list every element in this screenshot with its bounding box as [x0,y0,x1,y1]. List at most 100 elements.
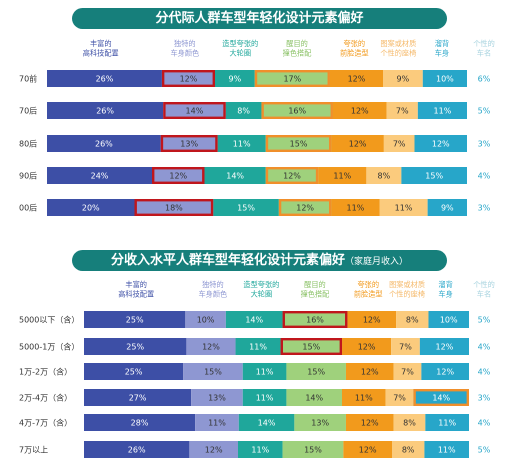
chart1-header-5: 图案或材质个性的座椅 [380,39,416,58]
chart1-value-label: 20% [82,204,100,213]
chart2-value-label: 11% [249,343,267,352]
chart2-bar-segment [84,338,187,355]
chart1-bar-segment [204,167,266,184]
chart2-highlight-box [282,311,348,329]
chart2-value-label: 11% [438,446,456,455]
chart2-bar-segment [282,441,344,458]
chart2-value-label: 15% [204,368,222,377]
chart2-value-label: 14% [245,316,263,325]
chart1-value-label: 11% [233,140,251,149]
chart2-value-label: 12% [358,343,376,352]
chart2-bar-segment [189,441,238,458]
chart2-bar-segment [294,414,346,431]
chart1-bar-segment [47,199,135,216]
chart2-value-label: 15% [307,368,325,377]
chart1-other-value: 4% [478,172,491,181]
chart2-bar-segment [393,363,422,380]
chart2-bar-segment [185,311,226,328]
chart1-highlight-box [254,69,330,87]
chart2-value-label: 13% [208,394,226,403]
chart2-bar-segment [238,414,295,431]
chart1-bar-segment [331,135,384,152]
chart2-value-label: 11% [208,419,226,428]
chart2-value-label: 25% [125,368,143,377]
chart1-other-value: 3% [478,140,491,149]
chart2-value-label: 11% [256,394,274,403]
chart1-value-label: 26% [96,107,114,116]
chart1-row-label: 70前 [19,74,37,84]
chart2-bar-segment [242,389,287,406]
chart1-value-label: 18% [165,204,183,213]
chart1-value-label: 12% [349,140,367,149]
chart1-bar-segment [217,135,266,152]
chart2-bar-segment [225,311,283,328]
chart1-bar-segment [383,70,423,87]
chart2-value-label: 10% [440,316,458,325]
chart1-bar-segment [331,199,380,216]
chart1-bar-segment [152,167,205,184]
chart2-value-label: 14% [258,419,276,428]
chart1-value-label: 12% [296,204,314,213]
chart1-title: 分代际人群车型年轻化设计元素偏好 [72,8,447,29]
chart2-value-label: 8% [402,446,415,455]
chart2-bar-segment [421,363,469,380]
chart2-bar-segment [286,363,346,380]
chart2-value-label: 15% [302,343,320,352]
chart1-bar-segment [329,70,383,87]
chart1-bar-segment [161,70,215,87]
chart2-bar-segment [84,363,184,380]
chart2-bar-segment [428,311,469,328]
chart1-value-label: 11% [434,107,452,116]
chart2-header-3: 醒目的撞色搭配 [301,280,330,299]
chart1-value-label: 12% [180,75,198,84]
chart1-highlight-box [161,69,215,87]
chart1-row-label: 90后 [19,171,37,181]
chart2-bar-segment [282,311,348,328]
chart1-bar-segment [265,167,319,184]
chart2-bar-segment [280,338,343,355]
chart2-value-label: 12% [202,343,220,352]
chart2-value-label: 11% [355,394,373,403]
chart2-other-value: 4% [478,419,491,428]
chart1-highlight-box [265,134,332,152]
chart1-highlight-box [261,101,333,119]
chart1-value-label: 14% [186,107,204,116]
chart1-bar-segment [215,70,255,87]
chart1-value-label: 12% [432,140,450,149]
chart1-value-label: 8% [378,172,391,181]
chart1-value-label: 26% [95,140,113,149]
chart1-bar-segment [318,167,367,184]
chart2-bar-segment [191,389,243,406]
chart1-bar-segment [47,135,161,152]
chart2-value-label: 11% [251,446,269,455]
chart1-bar-segment [47,70,162,87]
chart1-header-3: 醒目的撞色搭配 [283,39,312,58]
chart1-bar-segment [332,102,387,119]
chart1-row-label: 00后 [19,203,37,213]
chart1-row-label: 70后 [19,106,37,116]
chart2-value-label: 26% [128,446,146,455]
chart2-header-2: 造型夸张的大轮圈 [243,280,279,299]
chart1-highlight-box [134,198,214,216]
chart1-bar-segment [366,167,402,184]
chart2-bar-segment [345,414,394,431]
chart1-bar-segment [383,135,415,152]
chart2-header-1: 独特的车身颜色 [198,280,227,299]
chart2-bar-segment [84,414,196,431]
chart2-value-label: 8% [403,419,416,428]
chart1-bar-segment [254,70,330,87]
chart2-bar-segment [238,441,283,458]
chart2-value-label: 12% [436,343,454,352]
chart2-value-label: 28% [131,419,149,428]
chart2-bar-segment [186,338,236,355]
chart2-header-5: 图案或材质个性的座椅 [389,280,425,299]
chart1-value-label: 9% [397,75,410,84]
chart1-value-label: 12% [169,172,187,181]
chart2-row-label: 1万-2万（含） [19,367,72,377]
chart1-bar-segment [379,199,428,216]
chart2-value-label: 7% [393,394,406,403]
chart1-value-label: 7% [393,140,406,149]
chart2-value-label: 15% [304,446,322,455]
chart2-bar-segment [341,389,386,406]
